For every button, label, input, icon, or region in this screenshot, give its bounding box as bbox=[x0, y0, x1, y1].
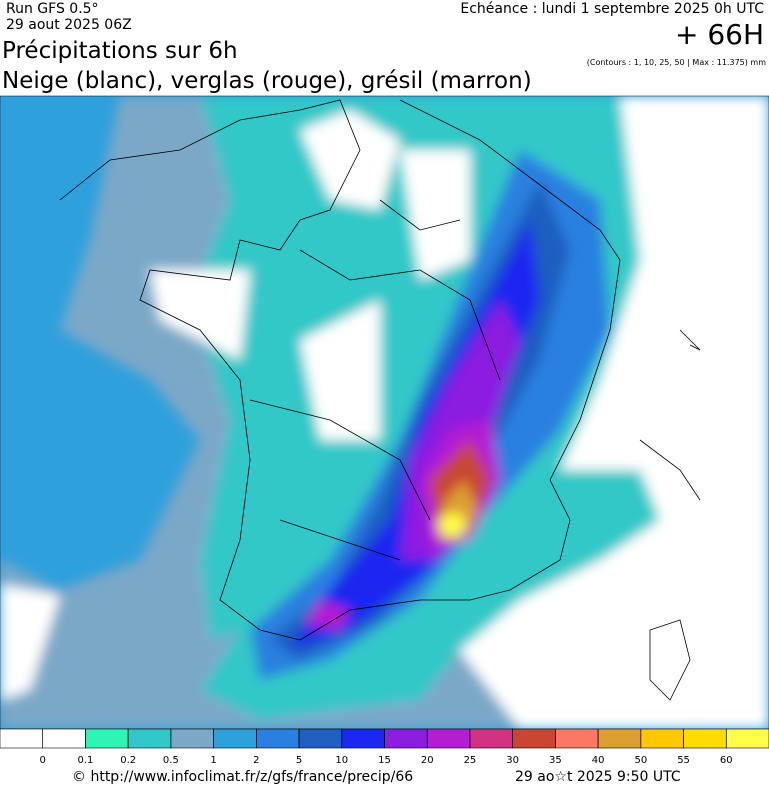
run-label: Run GFS 0.5° bbox=[6, 1, 99, 17]
source-link: © http://www.infoclimat.fr/z/gfs/france/… bbox=[72, 769, 413, 785]
legend-tick-label: 15 bbox=[378, 755, 391, 766]
horizon: + 66H bbox=[675, 18, 764, 51]
legend-swatch bbox=[256, 728, 300, 749]
map-title: Précipitations sur 6h bbox=[2, 38, 238, 64]
contours-note: (Contours : 1, 10, 25, 50 | Max : 11.375… bbox=[587, 58, 766, 67]
legend-tick-label: 2 bbox=[253, 755, 259, 766]
legend-tick-label: 30 bbox=[506, 755, 519, 766]
map-subtitle: Neige (blanc), verglas (rouge), grésil (… bbox=[2, 68, 532, 94]
legend-swatch bbox=[170, 728, 214, 749]
legend-tick-label: 1 bbox=[210, 755, 216, 766]
legend-swatch bbox=[555, 728, 599, 749]
legend-tick-label: 60 bbox=[720, 755, 733, 766]
legend-tick-label: 10 bbox=[335, 755, 348, 766]
legend-swatch bbox=[127, 728, 172, 749]
legend-tick-label: 40 bbox=[592, 755, 605, 766]
legend-tick-label: 0 bbox=[40, 755, 46, 766]
legend-tick-label: 50 bbox=[634, 755, 647, 766]
legend-swatch bbox=[42, 728, 86, 749]
legend-swatch bbox=[85, 728, 129, 749]
legend-swatch bbox=[512, 728, 556, 749]
legend: 0 0.1 0.2 0.5 1 2 5 10 15 20 25 30 35 40 50 55 60 bbox=[0, 728, 769, 766]
legend-tick-label: 20 bbox=[421, 755, 434, 766]
echeance: Echéance : lundi 1 septembre 2025 0h UTC bbox=[460, 1, 764, 17]
legend-swatch bbox=[469, 728, 513, 749]
legend-tick-label: 55 bbox=[677, 755, 690, 766]
legend-swatch bbox=[683, 728, 727, 749]
legend-tick-label: 5 bbox=[296, 755, 302, 766]
legend-swatch bbox=[640, 728, 684, 749]
legend-swatch bbox=[597, 728, 642, 749]
legend-tick-label: 0.2 bbox=[120, 755, 136, 766]
legend-swatch bbox=[341, 728, 385, 749]
run-date: 29 aout 2025 06Z bbox=[6, 17, 132, 33]
legend-swatch bbox=[0, 728, 44, 749]
precipitation-map bbox=[0, 96, 769, 729]
legend-swatch bbox=[426, 728, 471, 749]
legend-swatch bbox=[213, 728, 257, 749]
legend-tick-label: 0.1 bbox=[77, 755, 93, 766]
legend-tick-label: 0.5 bbox=[163, 755, 179, 766]
legend-tick-label: 35 bbox=[549, 755, 562, 766]
legend-swatch bbox=[298, 728, 343, 749]
legend-tick-label: 25 bbox=[464, 755, 477, 766]
legend-swatch bbox=[384, 728, 428, 749]
legend-swatch bbox=[725, 728, 769, 749]
generated-time: 29 ao☆t 2025 9:50 UTC bbox=[515, 769, 681, 785]
